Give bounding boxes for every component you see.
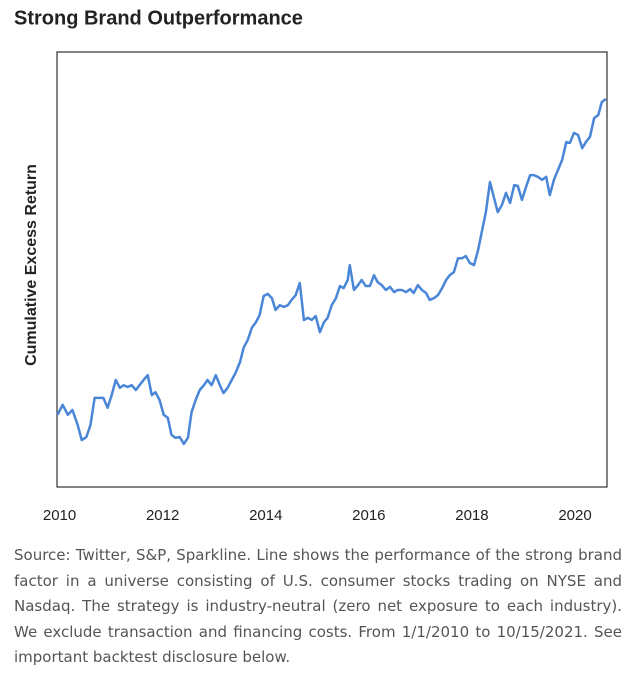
x-tick-label: 2020 [558,507,591,524]
x-tick-label: 2016 [352,507,385,524]
chart: Strong Brand Outperformance Cumulative E… [14,7,608,524]
chart-title: Strong Brand Outperformance [14,7,303,29]
source-note: Source: Twitter, S&P, Sparkline. Line sh… [14,546,622,667]
x-tick-label: 2012 [146,507,179,524]
y-axis-label: Cumulative Excess Return [23,164,40,366]
plot-frame [56,51,608,488]
x-tick-label: 2018 [455,507,488,524]
x-tick-label: 2014 [249,507,282,524]
x-tick-label: 2010 [43,507,76,524]
data-line [56,97,607,446]
